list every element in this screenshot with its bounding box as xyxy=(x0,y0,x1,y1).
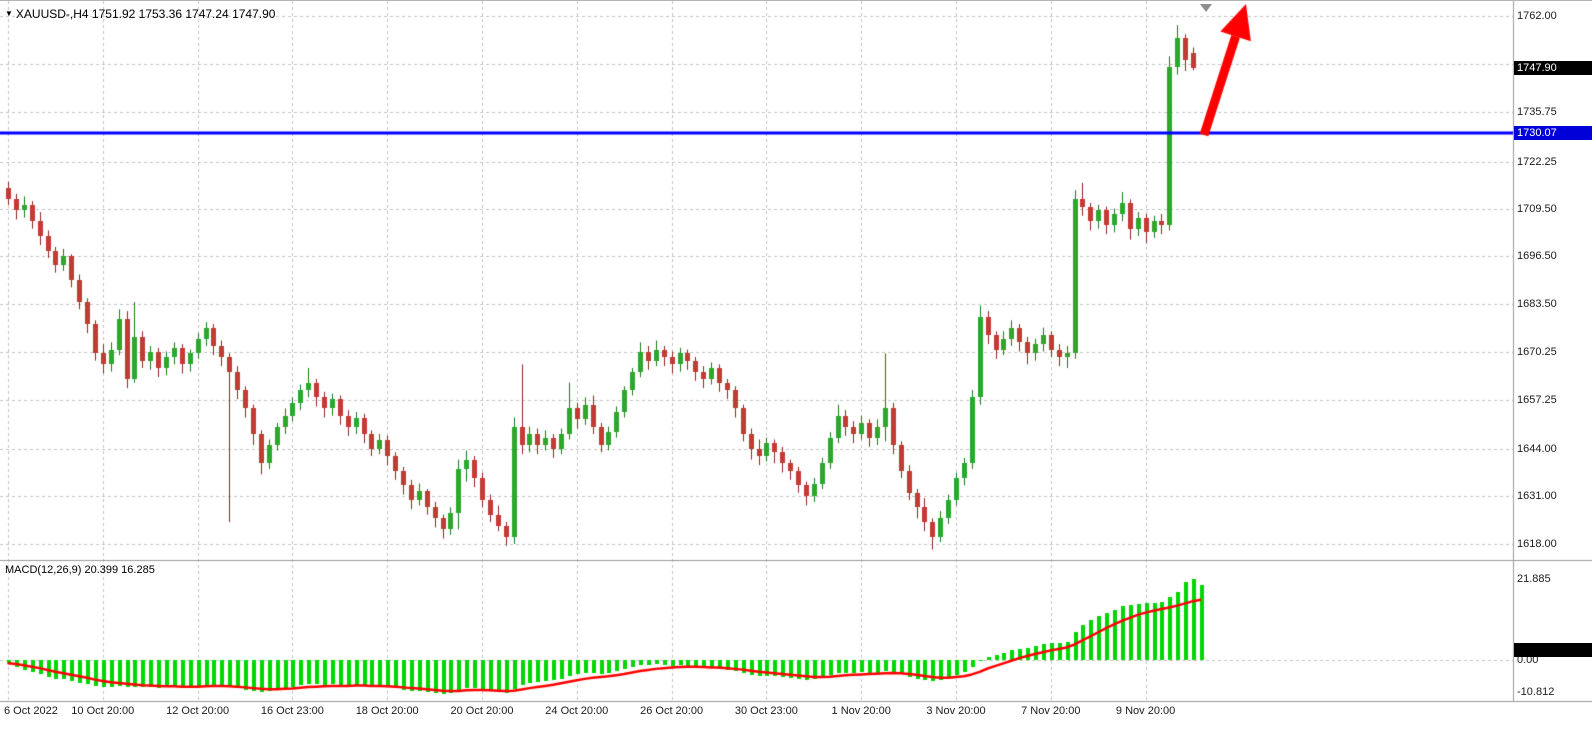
price-axis-label: 1735.75 xyxy=(1517,106,1557,119)
symbol-ohlc-text: XAUUSD-,H4 1751.92 1753.36 1747.24 1747.… xyxy=(15,7,276,21)
macd-axis-label: 0.00 xyxy=(1517,654,1539,666)
time-axis-label: 9 Nov 20:00 xyxy=(1115,705,1176,717)
time-axis-label: 7 Nov 20:00 xyxy=(1021,705,1081,717)
macd-value-badge xyxy=(1514,643,1592,657)
price-axis-label: 1670.25 xyxy=(1517,346,1557,359)
time-axis-label: 30 Oct 23:00 xyxy=(734,705,798,717)
price-axis-label: 1644.00 xyxy=(1517,442,1557,455)
price-axis-label: 1683.50 xyxy=(1517,297,1557,310)
time-axis-label: 10 Oct 20:00 xyxy=(71,705,135,717)
price-axis-label: 1657.25 xyxy=(1517,394,1557,407)
time-axis-label: 20 Oct 20:00 xyxy=(450,705,514,717)
price-axis-label: 1631.00 xyxy=(1517,490,1557,503)
symbol-dropdown-icon[interactable]: ▼ xyxy=(5,9,13,18)
time-axis-label: 1 Nov 20:00 xyxy=(831,705,891,717)
time-axis-label: 24 Oct 20:00 xyxy=(545,705,609,717)
time-axis-label: 16 Oct 23:00 xyxy=(260,705,324,717)
chart-header: ▼ XAUUSD-,H4 1751.92 1753.36 1747.24 1747… xyxy=(5,7,275,21)
price-axis-label: 1762.00 xyxy=(1517,10,1557,22)
time-axis-label: 6 Oct 2022 xyxy=(4,705,58,717)
chart-shift-marker-icon[interactable] xyxy=(1200,4,1212,12)
hline-price-badge: 1730.07 xyxy=(1514,126,1592,141)
price-axis-label: 1709.50 xyxy=(1517,202,1557,215)
macd-indicator-label: MACD(12,26,9) 20.399 16.285 xyxy=(5,564,155,576)
price-axis-label: 1618.00 xyxy=(1517,538,1557,550)
macd-axis-label: -10.812 xyxy=(1517,686,1555,698)
macd-axis-label: 21.885 xyxy=(1517,573,1551,586)
price-axis-label: 1722.25 xyxy=(1517,155,1557,168)
time-axis-label: 18 Oct 20:00 xyxy=(355,705,419,717)
time-axis-label: 12 Oct 20:00 xyxy=(166,705,230,717)
time-axis-label: 3 Nov 20:00 xyxy=(926,705,986,717)
current-price-badge: 1747.90 xyxy=(1514,60,1592,75)
price-axis-label: 1696.50 xyxy=(1517,250,1557,263)
time-axis-label: 26 Oct 20:00 xyxy=(640,705,704,717)
